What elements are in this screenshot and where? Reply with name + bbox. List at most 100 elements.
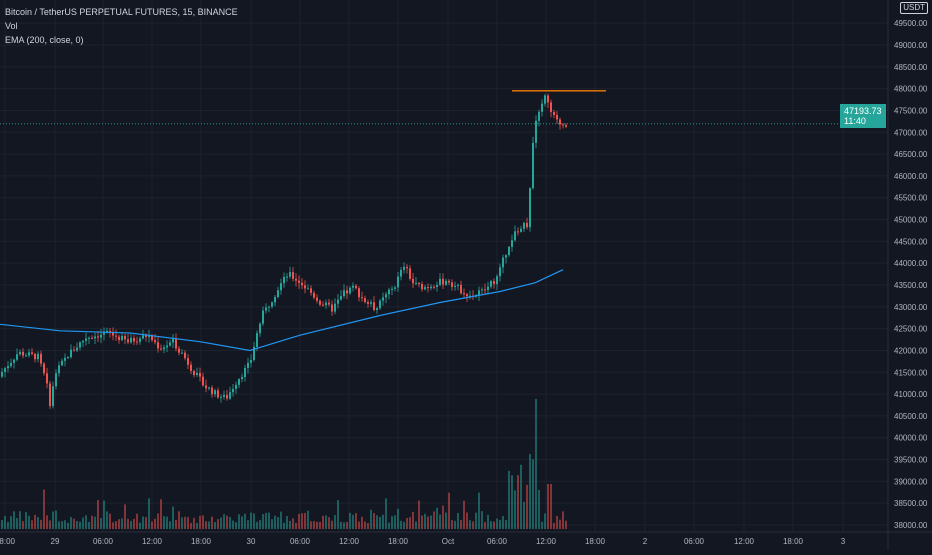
- candle-up: [232, 388, 234, 393]
- candle-down: [295, 278, 297, 281]
- candle-up: [454, 285, 456, 287]
- candle-up: [85, 338, 87, 341]
- candle-up: [106, 330, 108, 333]
- volume-bar-up: [529, 454, 531, 529]
- volume-bar-down: [319, 521, 321, 529]
- candle-down: [466, 294, 468, 297]
- candle-down: [91, 337, 93, 339]
- candle-up: [280, 283, 282, 291]
- volume-bar-up: [487, 514, 489, 529]
- candle-up: [250, 359, 252, 363]
- volume-bar-up: [19, 511, 21, 529]
- candle-up: [481, 289, 483, 291]
- candle-down: [409, 268, 411, 279]
- candle-down: [418, 283, 420, 285]
- y-tick-label: 40500.00: [894, 412, 928, 421]
- volume-bar-down: [355, 513, 357, 529]
- candle-up: [271, 302, 273, 307]
- volume-bar-down: [556, 515, 558, 529]
- volume-bar-up: [16, 517, 18, 529]
- x-tick-label: 06:00: [290, 537, 311, 546]
- volume-bar-up: [307, 510, 309, 529]
- candle-down: [361, 297, 363, 299]
- volume-bar-up: [247, 520, 249, 529]
- volume-bar-up: [76, 521, 78, 529]
- candle-down: [562, 124, 564, 126]
- candle-up: [268, 306, 270, 308]
- volume-bar-up: [523, 501, 525, 529]
- candle-down: [412, 278, 414, 284]
- y-tick-label: 41000.00: [894, 390, 928, 399]
- candle-up: [37, 353, 39, 360]
- volume-bar-down: [301, 513, 303, 529]
- volume-bar-up: [445, 512, 447, 529]
- current-price-tag: 47193.73 11:40: [840, 104, 886, 128]
- volume-bar-down: [184, 516, 186, 529]
- candle-up: [55, 373, 57, 387]
- candle-up: [283, 276, 285, 284]
- volume-bar-up: [1, 520, 3, 529]
- candle-up: [52, 386, 54, 407]
- candle-down: [451, 282, 453, 287]
- volume-bar-down: [49, 520, 51, 529]
- candle-down: [43, 363, 45, 374]
- candle-down: [565, 124, 567, 127]
- volume-bar-up: [289, 520, 291, 529]
- volume-bar-down: [97, 500, 99, 529]
- candle-up: [424, 287, 426, 290]
- y-tick-label: 38000.00: [894, 521, 928, 530]
- volume-bar-up: [280, 511, 282, 529]
- candle-up: [514, 231, 516, 241]
- candle-up: [61, 360, 63, 366]
- volume-bar-down: [517, 475, 519, 529]
- volume-bar-up: [67, 522, 69, 529]
- volume-bar-up: [490, 521, 492, 529]
- volume-bar-up: [388, 522, 390, 529]
- volume-bar-down: [34, 514, 36, 529]
- y-tick-label: 46000.00: [894, 172, 928, 181]
- volume-bar-down: [409, 517, 411, 529]
- candle-down: [526, 222, 528, 228]
- candle-up: [172, 338, 174, 343]
- candle-up: [400, 269, 402, 277]
- volume-bar-up: [163, 516, 165, 529]
- candle-up: [289, 272, 291, 277]
- candle-up: [337, 299, 339, 304]
- candle-up: [274, 297, 276, 303]
- y-tick-label: 39500.00: [894, 456, 928, 465]
- volume-bar-up: [385, 498, 387, 529]
- candle-down: [40, 353, 42, 364]
- candle-down: [115, 335, 117, 337]
- candle-down: [433, 286, 435, 288]
- candle-down: [547, 95, 549, 103]
- candle-down: [364, 298, 366, 303]
- volume-bar-up: [181, 517, 183, 529]
- x-tick-label: 2: [643, 537, 648, 546]
- volume-bar-down: [160, 499, 162, 529]
- candle-up: [325, 302, 327, 306]
- candle-up: [391, 288, 393, 290]
- candle-up: [235, 384, 237, 389]
- volume-bar-down: [217, 519, 219, 529]
- candle-up: [379, 300, 381, 309]
- candle-up: [397, 276, 399, 288]
- x-tick-label: Oct: [442, 537, 455, 546]
- volume-bar-up: [541, 521, 543, 529]
- volume-bar-down: [178, 511, 180, 529]
- volume-bar-up: [259, 520, 261, 529]
- volume-bar-up: [439, 514, 441, 529]
- volume-bar-down: [367, 522, 369, 529]
- candle-up: [214, 390, 216, 395]
- candle-down: [373, 302, 375, 311]
- candle-down: [97, 336, 99, 338]
- currency-label[interactable]: USDT: [900, 2, 928, 14]
- volume-bar-up: [265, 512, 267, 529]
- candle-down: [133, 337, 135, 342]
- x-tick-label: 06:00: [93, 537, 114, 546]
- candle-up: [430, 286, 432, 289]
- volume-bar-up: [268, 512, 270, 529]
- volume-bar-up: [61, 521, 63, 529]
- candle-up: [415, 283, 417, 285]
